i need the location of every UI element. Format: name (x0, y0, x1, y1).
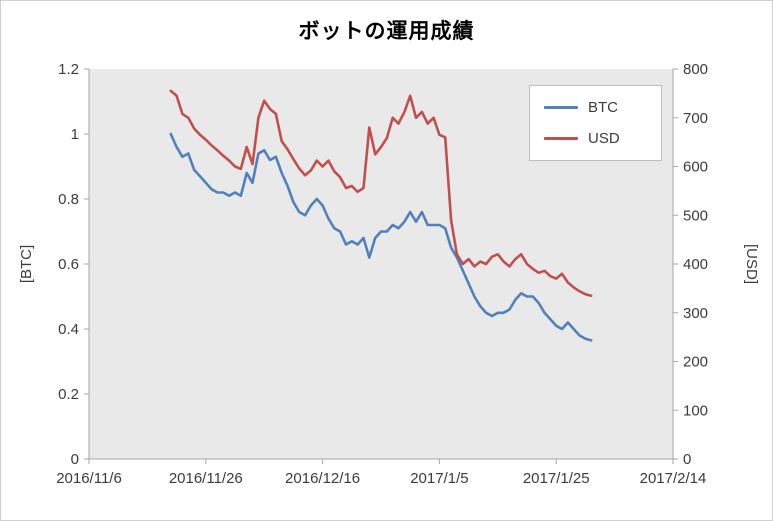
x-tick-label: 2017/2/14 (640, 470, 707, 487)
y-left-tick-label: 0 (71, 451, 79, 468)
y-left-tick-label: 0.2 (58, 386, 79, 403)
y-right-tick-label: 700 (683, 110, 708, 127)
series-line-btc (169, 132, 593, 342)
y-right-tick-label: 0 (683, 451, 691, 468)
y-left-tick-label: 0.4 (58, 321, 79, 338)
legend-item-usd: USD (544, 130, 661, 147)
y-right-tick-label: 400 (683, 256, 708, 273)
y-left-tick-label: 0.8 (58, 191, 79, 208)
chart-title: ボットの運用成績 (298, 20, 475, 43)
y-right-tick-label: 600 (683, 159, 708, 176)
legend: BTC USD (529, 85, 662, 161)
x-tick-label: 2016/12/16 (285, 470, 360, 487)
x-tick-label: 2016/11/6 (56, 470, 122, 487)
x-tick-label: 2017/1/25 (523, 470, 590, 487)
y-right-tick-label: 500 (683, 207, 708, 224)
y-right-tick-label: 200 (683, 354, 708, 371)
x-tick-label: 2016/11/26 (169, 470, 243, 487)
usd-legend-line-icon (544, 137, 578, 140)
legend-item-btc: BTC (544, 99, 661, 116)
y-right-axis-title: [USD] (743, 244, 760, 284)
y-left-tick-label: 1 (71, 126, 79, 143)
y-right-tick-label: 800 (683, 61, 708, 78)
legend-label-usd: USD (588, 130, 620, 147)
y-left-tick-label: 1.2 (58, 61, 79, 78)
btc-legend-line-icon (544, 106, 578, 109)
y-left-tick-label: 0.6 (58, 256, 79, 273)
y-right-tick-label: 300 (683, 305, 708, 322)
x-tick-label: 2017/1/5 (410, 470, 468, 487)
legend-label-btc: BTC (588, 99, 618, 116)
series-line-usd (169, 89, 593, 298)
y-right-tick-label: 100 (683, 402, 708, 419)
y-left-axis-title: [BTC] (18, 245, 35, 283)
